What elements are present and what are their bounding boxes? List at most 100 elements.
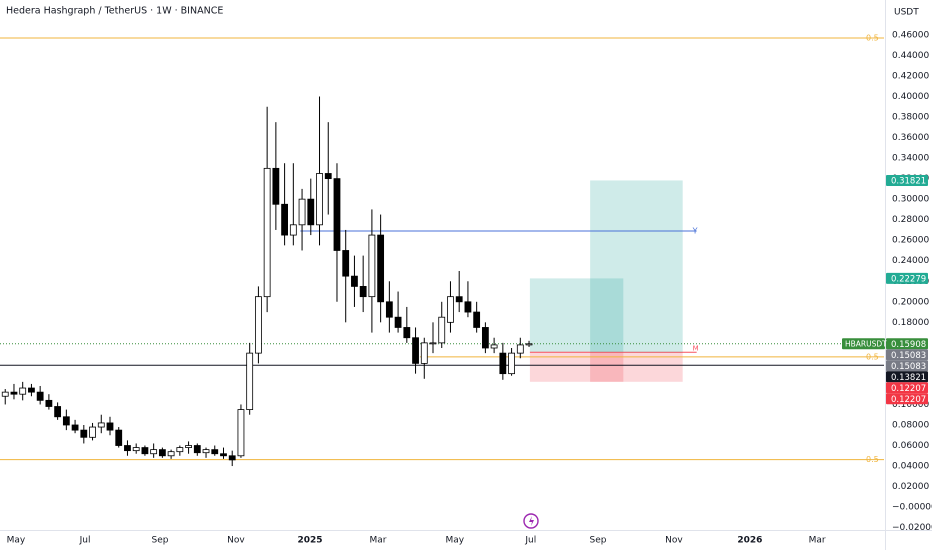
position-target-zone	[590, 180, 683, 353]
symbol-tag	[842, 338, 885, 350]
candle-body	[412, 337, 419, 364]
candle-body	[377, 234, 385, 303]
price-tag	[886, 174, 928, 186]
candle-body	[298, 198, 306, 226]
price-tag-label: 0.12207	[891, 384, 926, 394]
candle-body	[106, 422, 114, 431]
position-target-zone	[529, 278, 624, 353]
candle-body	[508, 352, 515, 375]
candle-body	[316, 173, 323, 226]
candle-body	[176, 447, 184, 453]
candle-body	[150, 449, 158, 455]
candle-body	[385, 301, 393, 318]
y-tick-label: 0.38000	[892, 113, 929, 123]
candle-body	[97, 422, 105, 428]
position-label: M	[693, 344, 699, 352]
y-tick-label: 0.28000	[892, 215, 929, 225]
candle-body	[211, 449, 219, 455]
candle-body	[228, 455, 236, 461]
y-tick-label: 0.24000	[892, 256, 929, 266]
x-tick-label: Jul	[524, 536, 536, 546]
plot-area: M 0.5 0.5 0.5 Y	[0, 33, 884, 467]
candle-body	[141, 447, 149, 455]
price-tag-label: 0.15083	[891, 362, 926, 372]
candle-body	[28, 387, 35, 393]
x-tick-label: Jul	[79, 536, 91, 546]
y-tick-label: 0.02000	[892, 482, 929, 492]
candle-body	[167, 451, 175, 457]
y-tick-label: 0.30000	[892, 195, 929, 205]
candle-body	[333, 178, 341, 251]
y-tick-label: 0.46000	[892, 30, 929, 40]
x-tick-label: Sep	[152, 536, 169, 546]
candle-body	[124, 445, 131, 452]
price-tag	[886, 338, 928, 350]
candle-body	[185, 445, 192, 448]
y-tick-label: −0.02000	[892, 523, 932, 533]
candle-body	[10, 391, 18, 395]
x-tick-label: May	[446, 536, 465, 546]
y-tick-label: 0.34000	[892, 154, 929, 164]
candle-body	[193, 445, 201, 454]
chart-title: Hedera Hashgraph / TetherUS · 1W · BINAN…	[6, 6, 223, 17]
candle-body	[420, 342, 428, 364]
candle-body	[464, 301, 472, 313]
currency-label: USDT	[894, 8, 919, 18]
price-tag	[886, 371, 928, 383]
candle-body	[71, 424, 79, 431]
x-tick-label: 2026	[737, 536, 762, 546]
candle-body	[342, 250, 350, 277]
candle-body	[368, 234, 376, 298]
candle-body	[132, 447, 140, 452]
candle-body	[158, 449, 166, 457]
x-tick-label: May	[7, 536, 26, 546]
candle-body	[237, 409, 245, 457]
candle-body	[481, 327, 489, 349]
candle-body	[80, 429, 88, 438]
candle-body	[1, 391, 9, 397]
x-tick-label: Nov	[227, 536, 245, 546]
candle-body	[447, 296, 454, 323]
candle-body	[54, 406, 62, 418]
x-tick-label: 2025	[297, 536, 322, 546]
candle-body	[394, 316, 402, 328]
x-tick-label: Nov	[665, 536, 683, 546]
level-label: Y	[692, 226, 698, 235]
price-tag-label: 0.31821	[891, 176, 926, 186]
candle-body	[246, 352, 254, 410]
y-tick-label: 0.44000	[892, 51, 929, 61]
price-tag	[886, 360, 928, 372]
candle-body	[36, 391, 44, 401]
price-tag	[886, 382, 928, 394]
candle-body	[62, 416, 70, 426]
candle-body	[455, 296, 463, 303]
x-tick-label: Mar	[370, 536, 387, 546]
candle-body	[490, 344, 498, 349]
y-tick-label: 0.26000	[892, 236, 929, 246]
price-tag	[886, 272, 928, 284]
candle-body	[403, 327, 411, 339]
candle-body	[202, 449, 210, 454]
candle-body	[19, 387, 27, 395]
y-tick-label: 0.04000	[892, 462, 929, 472]
x-tick-label: Mar	[809, 536, 826, 546]
candle-body	[429, 342, 437, 345]
candle-body	[499, 352, 507, 375]
candle-body	[115, 429, 123, 446]
price-tag-label: 0.15083	[891, 351, 926, 361]
candle-body	[516, 344, 524, 354]
candle-body	[351, 275, 358, 287]
candle-body	[272, 167, 280, 205]
candle-body	[45, 399, 53, 407]
y-tick-label: 0.36000	[892, 133, 929, 143]
candle-body	[525, 343, 533, 346]
price-tag-label: 0.13821	[891, 373, 926, 383]
price-tag-label: 0.15908	[891, 340, 926, 350]
y-tick-label: 0.40000	[892, 92, 929, 102]
y-tick-label: 0.42000	[892, 71, 929, 81]
candle-body	[289, 224, 297, 236]
candle-body	[324, 173, 332, 180]
